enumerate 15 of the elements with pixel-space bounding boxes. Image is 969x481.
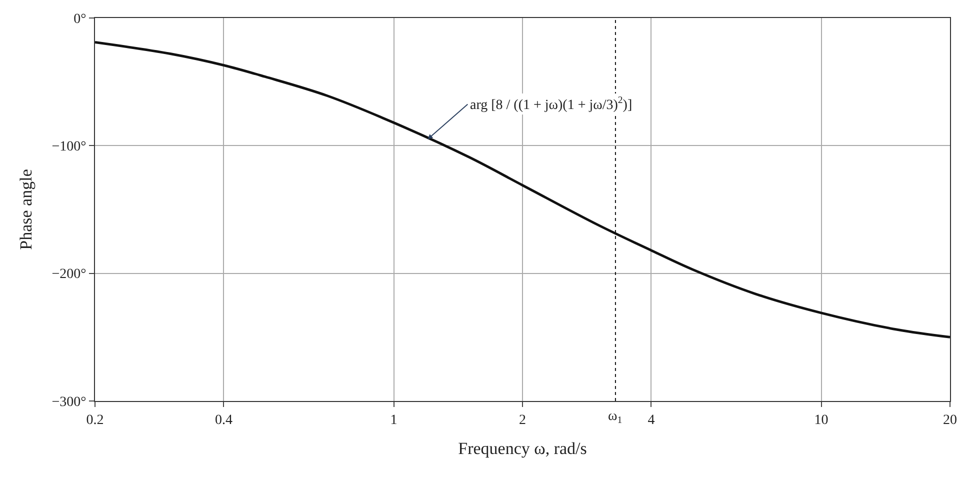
annotation: arg [8 / ((1 + jω)(1 + jω/3)$^{2}$)] xyxy=(470,95,632,113)
x-tick-label: 4 xyxy=(648,412,655,428)
y-tick-label: 0° xyxy=(74,12,86,27)
x-tick-label: 0.4 xyxy=(214,412,232,428)
x-axis-title: Frequency ω, rad/s xyxy=(458,439,587,458)
x-tick-label: 2 xyxy=(519,412,526,428)
y-tick-label: −100° xyxy=(52,140,86,155)
y-tick-label: −200° xyxy=(52,267,86,282)
y-axis-title: Phase angle xyxy=(16,169,36,250)
x-tick-label: 0.2 xyxy=(86,412,104,428)
x-tick-label: 1 xyxy=(390,412,398,428)
x-tick-label: 10 xyxy=(814,412,828,428)
ref-line-label: ω$_{1}$ xyxy=(608,409,622,426)
y-tick-label: −300° xyxy=(52,394,86,410)
x-tick-label: 20 xyxy=(943,412,957,428)
